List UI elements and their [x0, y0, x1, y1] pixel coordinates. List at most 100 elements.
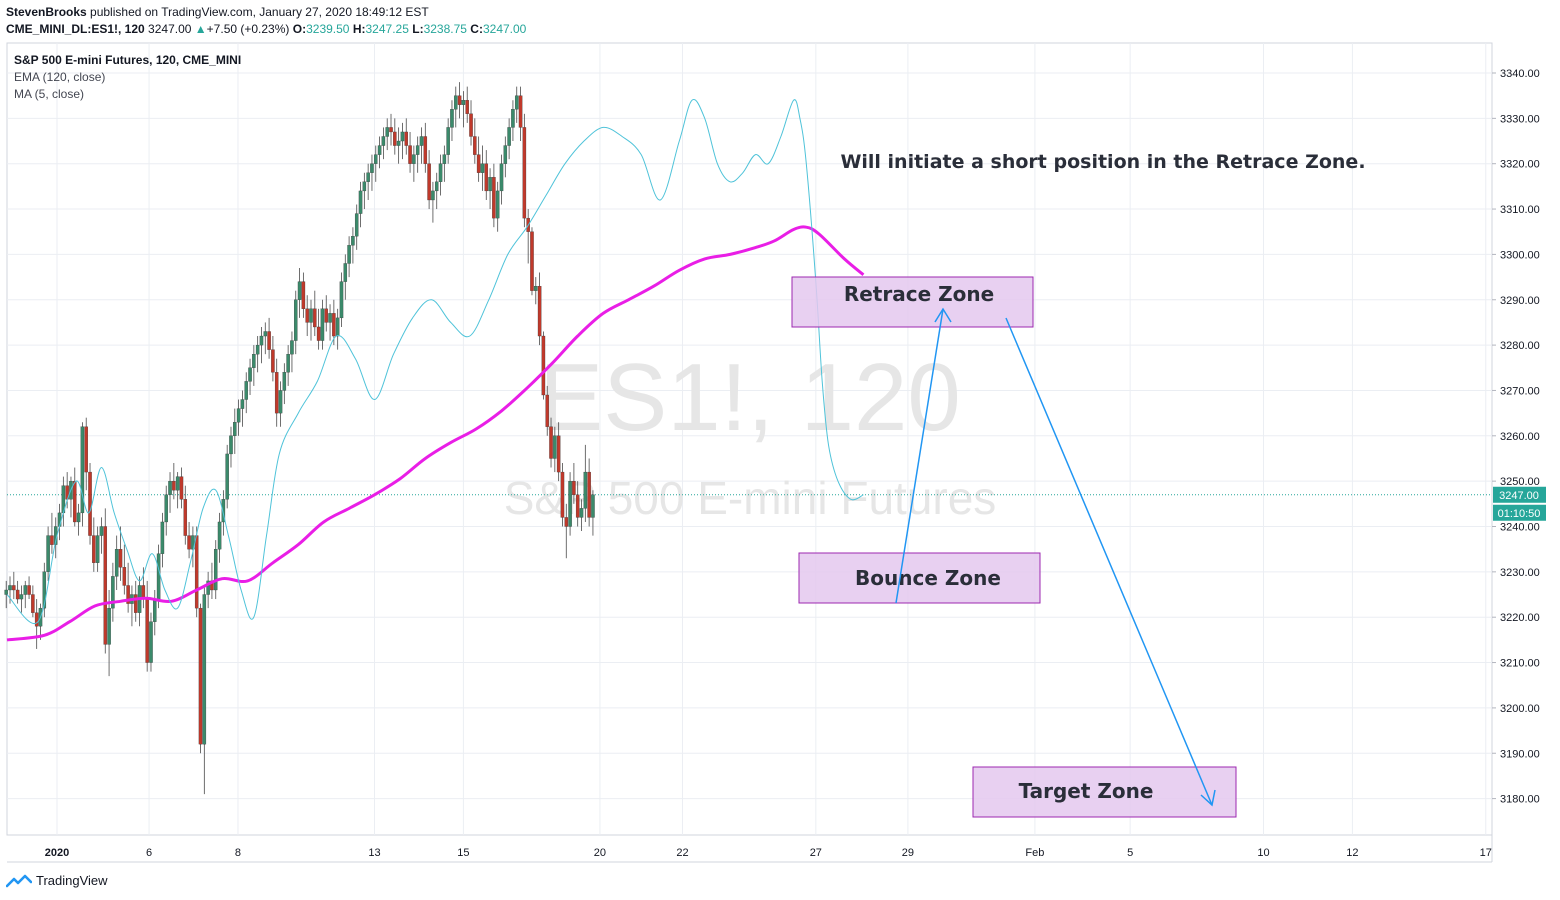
- candle-down: [457, 95, 462, 105]
- candle-up: [354, 213, 359, 237]
- time-tick-label: 12: [1346, 847, 1358, 859]
- candle-up: [591, 494, 595, 518]
- candle-down: [133, 594, 138, 613]
- price-tick-label: 3190.00: [1500, 748, 1540, 760]
- bounce-zone-box[interactable]: [798, 552, 1041, 604]
- footer-brand[interactable]: TradingView: [6, 873, 108, 888]
- candle-up: [233, 422, 237, 436]
- candle-up: [278, 390, 283, 414]
- target-arrow-head-icon: [1200, 789, 1216, 807]
- candle-up: [99, 526, 104, 536]
- candle-down: [332, 313, 336, 337]
- candle-up: [217, 521, 222, 550]
- time-tick-label: 2020: [45, 847, 69, 859]
- price-tick-label: 3250.00: [1500, 476, 1540, 488]
- candle-up: [495, 190, 500, 219]
- target-zone-box[interactable]: [972, 766, 1237, 818]
- legend-title-text: S&P 500 E-mini Futures, 120, CME_MINI: [14, 53, 242, 67]
- time-tick-label: 10: [1257, 847, 1269, 859]
- candle-up: [415, 145, 420, 155]
- candle-down: [389, 127, 393, 133]
- candle-up: [370, 163, 374, 173]
- candle-up: [412, 154, 416, 164]
- candle-up: [168, 480, 172, 495]
- candle-up: [381, 136, 386, 146]
- brand-name: TradingView: [36, 873, 108, 888]
- watermark-symbol: ES1!, 120: [539, 344, 961, 451]
- last-price-text: 3247.00: [148, 22, 192, 36]
- candle-down: [324, 308, 328, 323]
- price-tick-label: 3340.00: [1500, 68, 1540, 80]
- legend-ema[interactable]: EMA (120, close): [14, 70, 106, 84]
- candle-up: [236, 408, 241, 423]
- candle-up: [347, 245, 351, 264]
- candle-up: [8, 585, 12, 591]
- candle-up: [255, 344, 260, 355]
- retrace-zone-box[interactable]: [791, 276, 1034, 328]
- candle-down: [145, 598, 149, 663]
- candle-down: [465, 100, 469, 114]
- publish-info: StevenBrooks published on TradingView.co…: [6, 5, 429, 19]
- close-label: C:: [470, 22, 483, 36]
- price-tick-label: 3210.00: [1500, 658, 1540, 670]
- candle-down: [27, 585, 31, 595]
- candle-up: [252, 354, 256, 368]
- candle-down: [15, 589, 20, 600]
- candle-up: [294, 299, 298, 341]
- candle-up: [358, 190, 363, 214]
- candle-up: [507, 127, 511, 146]
- time-tick-label: 8: [235, 847, 241, 859]
- price-axis[interactable]: 3180.00 3190.00 3200.00 3210.00 3220.00 3230.…: [1492, 68, 1540, 806]
- legend-ma[interactable]: MA (5, close): [14, 87, 85, 101]
- candle-up: [446, 127, 450, 155]
- time-tick-label: 20: [594, 847, 606, 859]
- candle-up: [514, 95, 519, 110]
- last-price-tag: [1493, 486, 1546, 503]
- candle-down: [301, 281, 306, 309]
- candle-down: [537, 285, 542, 337]
- candle-down: [476, 154, 481, 173]
- candle-up: [442, 154, 447, 164]
- candle-down: [103, 526, 108, 645]
- time-tick-label: 5: [1127, 847, 1133, 859]
- candle-down: [313, 308, 317, 328]
- candle-up: [568, 480, 572, 527]
- time-tick-label: 6: [146, 847, 152, 859]
- candle-down: [556, 435, 561, 473]
- countdown-tag: [1493, 504, 1546, 521]
- candle-up: [263, 331, 268, 337]
- time-tick-label: Feb: [1025, 847, 1044, 859]
- retrace-zone-label: Retrace Zone: [844, 282, 994, 306]
- candle-up: [42, 571, 47, 609]
- symbol-line: CME_MINI_DL:ES1!, 120: [6, 22, 145, 36]
- candle-down: [126, 585, 130, 604]
- candle-up: [95, 535, 100, 563]
- candle-up: [374, 154, 378, 164]
- price-tick-label: 3300.00: [1500, 249, 1540, 261]
- candle-up: [351, 236, 355, 246]
- candle-up: [297, 281, 302, 300]
- price-tick-label: 3270.00: [1500, 385, 1540, 397]
- bounce-arrow-line[interactable]: [895, 308, 944, 604]
- candle-down: [560, 471, 565, 518]
- candle-up: [175, 476, 180, 491]
- candle-up: [229, 435, 233, 455]
- ema-120-line: [6, 225, 865, 642]
- target-arrow-line[interactable]: [1005, 317, 1213, 806]
- candle-up: [434, 181, 439, 192]
- time-axis[interactable]: 2020 6 8 13 15 20 22 27 29 Feb 5 10 12 17: [45, 847, 1492, 859]
- candle-up: [320, 308, 325, 341]
- candle-up: [164, 494, 168, 523]
- candle-up: [80, 426, 85, 514]
- candle-down: [427, 163, 431, 201]
- candle-up: [339, 281, 344, 319]
- candle-up: [213, 549, 218, 591]
- candle-up: [450, 109, 454, 128]
- author-name[interactable]: StevenBrooks: [6, 5, 87, 19]
- candle-up: [4, 589, 8, 595]
- candle-up: [454, 95, 458, 110]
- candle-up: [248, 367, 252, 382]
- candle-up: [240, 399, 245, 409]
- candle-up: [23, 585, 27, 595]
